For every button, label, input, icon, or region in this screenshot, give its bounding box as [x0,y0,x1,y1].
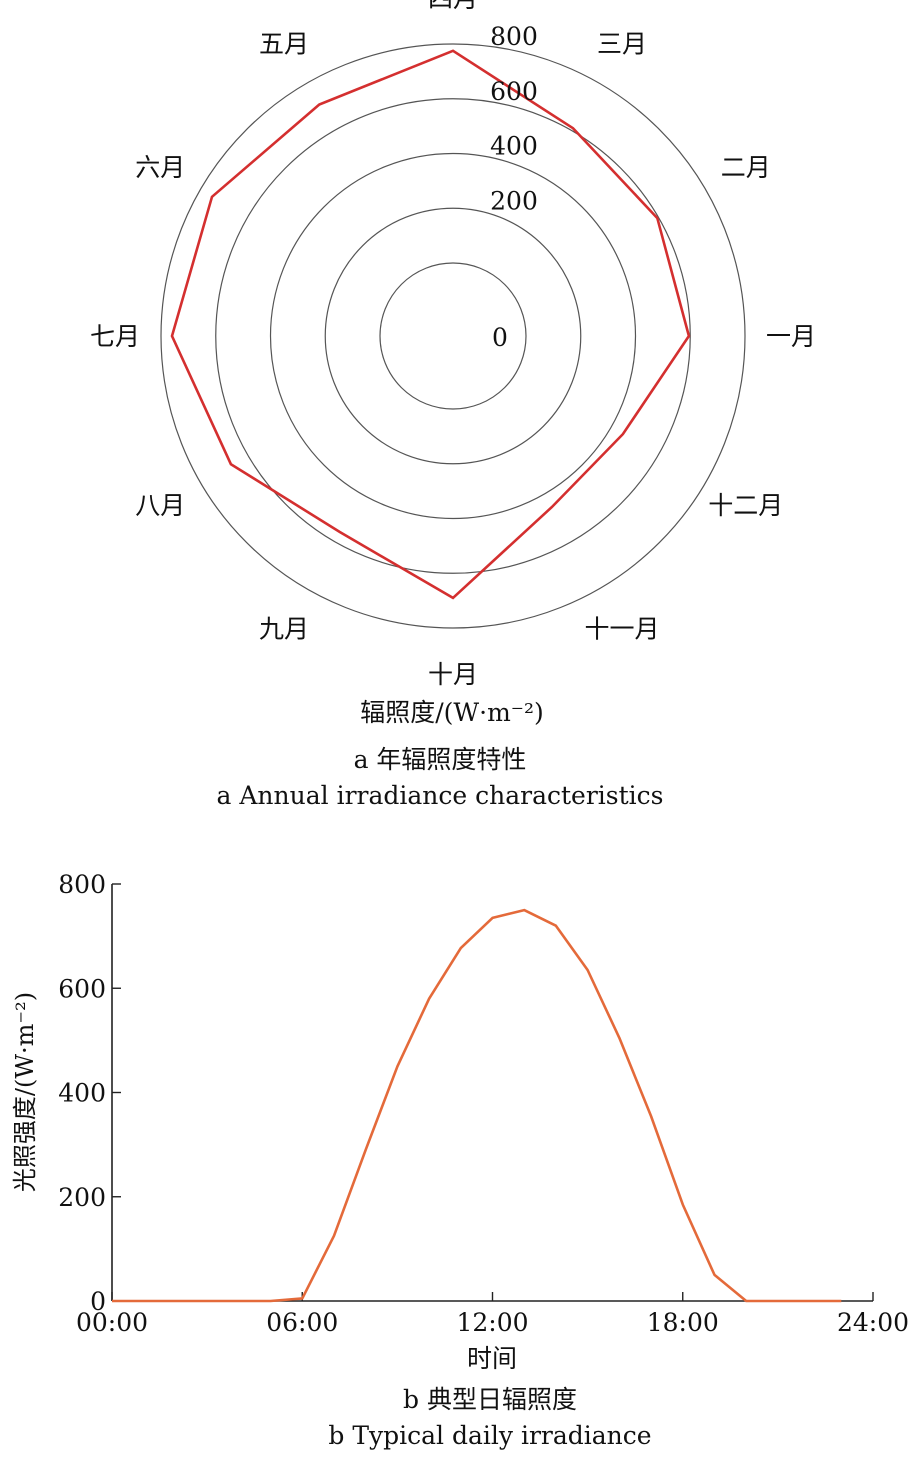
radar-category-label: 二月 [721,153,771,182]
radar-ring-label: 600 [490,77,538,106]
radar-ring-label: 0 [492,323,508,352]
radar-category-label: 七月 [90,322,140,351]
radar-ring-label: 800 [490,22,538,51]
radar-category-label: 九月 [259,615,309,644]
radar-ring-800 [160,43,746,629]
caption-b-cn: b 典型日辐照度 [403,1385,577,1414]
x-axis-label: 时间 [467,1344,517,1373]
daily-line-chart: 0 200 400 600 800 00:00 06:00 12:00 18:00 24:00 [58,870,909,1337]
caption-b-en: b Typical daily irradiance [328,1421,651,1450]
radar-category-label: 四月 [428,0,478,13]
y-axis-label: 光照强度/(W·m⁻²) [11,992,39,1192]
radar-ring-label: 200 [490,186,538,215]
y-tick-label: 600 [58,974,106,1003]
radar-ring-400 [269,152,637,520]
caption-a-en: a Annual irradiance characteristics [217,781,664,810]
radar-category-label: 十二月 [708,491,783,520]
radar-ring-0 [379,262,527,410]
y-tick-label: 200 [58,1183,106,1212]
y-tick-label: 0 [90,1287,106,1316]
radar-category-label: 三月 [597,29,647,58]
annual-radar-chart: 0 200 400 600 800 一月 二月 三月 四月五月六月七月八月九月十月 十一月 十二月 [90,0,816,689]
radar-category-label: 五月 [259,29,309,58]
x-tick-label: 24:00 [837,1308,909,1337]
radar-series-line [170,49,691,600]
radar-axis-label: 辐照度/(W·m⁻²) [360,698,544,727]
radar-category-label: 六月 [135,153,185,182]
radar-category-label: 一月 [766,322,816,351]
x-tick-label: 18:00 [647,1308,719,1337]
radar-ring-200 [324,207,582,465]
radar-ring-label: 400 [490,132,538,161]
daily-series-line [112,908,842,1303]
caption-a-cn: a 年辐照度特性 [354,745,527,774]
radar-category-label: 八月 [135,491,185,520]
radar-category-label: 十一月 [584,615,659,644]
y-tick-label: 400 [58,1079,106,1108]
radar-category-label: 十月 [428,660,478,689]
y-tick-label: 800 [58,870,106,899]
x-tick-label: 06:00 [266,1308,338,1337]
x-tick-label: 00:00 [76,1308,148,1337]
x-tick-label: 12:00 [456,1308,528,1337]
radar-ring-600 [215,98,691,574]
